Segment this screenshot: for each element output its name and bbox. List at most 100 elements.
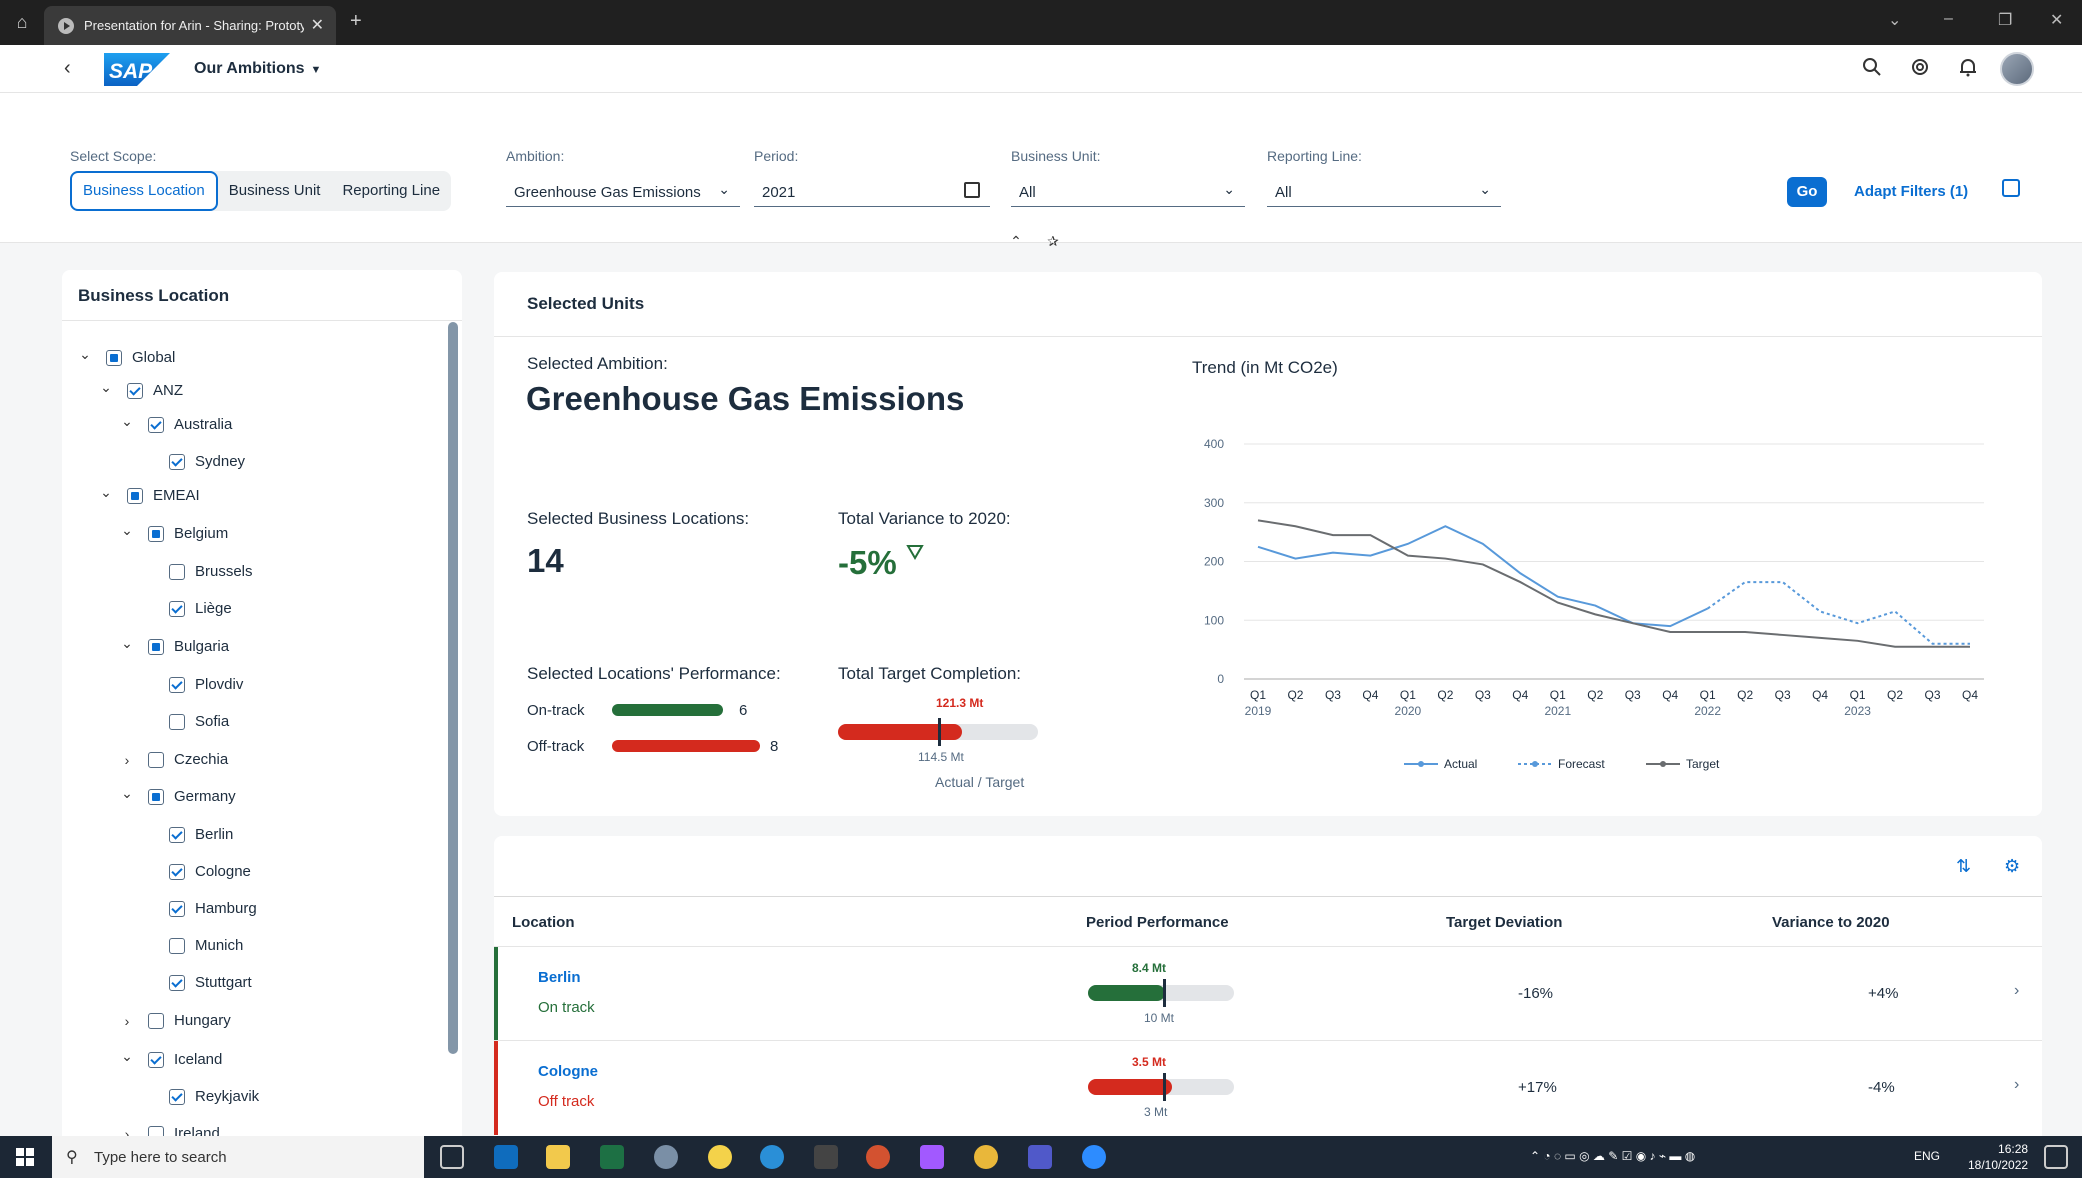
search-icon[interactable]: [1860, 57, 1884, 81]
tree-item-checkbox[interactable]: [106, 350, 122, 366]
tree-item-checkbox[interactable]: [148, 639, 164, 655]
zoom-icon[interactable]: [1082, 1145, 1106, 1169]
chevron-right-icon[interactable]: ›: [124, 1013, 130, 1029]
scope-business-location[interactable]: Business Location: [70, 171, 218, 211]
share-icon[interactable]: [2002, 179, 2020, 197]
location-link[interactable]: Cologne: [538, 1063, 598, 1080]
tree-item-checkbox[interactable]: [148, 417, 164, 433]
tree-item-checkbox[interactable]: [127, 488, 143, 504]
calendar-icon[interactable]: [964, 182, 980, 198]
chevron-down-icon[interactable]: ⌄: [100, 379, 112, 395]
tree-item-checkbox[interactable]: [169, 677, 185, 693]
tree-item-checkbox[interactable]: [169, 564, 185, 580]
year-label: 2019: [1245, 704, 1272, 718]
column-header-period-performance[interactable]: Period Performance: [1086, 914, 1229, 931]
task-view-icon[interactable]: [440, 1145, 464, 1169]
column-header-variance[interactable]: Variance to 2020: [1772, 914, 1890, 931]
performance-target-marker: [1163, 979, 1166, 1007]
app-icon[interactable]: [814, 1145, 838, 1169]
taskbar-search[interactable]: ⚲ Type here to search: [52, 1136, 424, 1178]
ambition-select[interactable]: Greenhouse Gas Emissions ⌄: [506, 177, 740, 207]
tree-item-checkbox[interactable]: [169, 827, 185, 843]
tree-item-checkbox[interactable]: [148, 752, 164, 768]
scope-business-unit[interactable]: Business Unit: [228, 182, 321, 199]
chevron-right-icon[interactable]: ›: [124, 752, 130, 768]
chevron-down-icon[interactable]: ⌄: [121, 413, 133, 429]
chevron-down-icon[interactable]: ⌄: [100, 484, 112, 500]
minimize-icon[interactable]: –: [1944, 10, 1953, 27]
back-button[interactable]: ‹: [64, 57, 71, 79]
x-tick-label: Q4: [1512, 688, 1528, 702]
close-tab-icon[interactable]: ✕: [310, 17, 324, 34]
chevron-right-icon[interactable]: ›: [2014, 1076, 2020, 1093]
tree-scrollbar[interactable]: [448, 322, 458, 1054]
tree-item-checkbox[interactable]: [169, 864, 185, 880]
chrome-icon[interactable]: [974, 1145, 998, 1169]
tree-item-checkbox[interactable]: [148, 526, 164, 542]
legend-entry: Actual: [1444, 757, 1477, 771]
tree-item-checkbox[interactable]: [148, 789, 164, 805]
user-avatar[interactable]: [2000, 52, 2034, 86]
x-tick-label: Q3: [1775, 688, 1791, 702]
reporting-line-select[interactable]: All ⌄: [1267, 177, 1501, 207]
sort-icon[interactable]: ⇅: [1956, 856, 1972, 876]
chevron-right-icon[interactable]: ›: [2014, 982, 2020, 999]
chevron-down-icon[interactable]: ⌄: [79, 346, 91, 362]
language-indicator[interactable]: ENG: [1914, 1149, 1941, 1163]
pin-header-icon[interactable]: ✰: [1047, 233, 1059, 249]
powerpoint-icon[interactable]: [866, 1145, 890, 1169]
app-icon[interactable]: [654, 1145, 678, 1169]
chevron-down-icon[interactable]: ⌄: [121, 785, 133, 801]
table-row[interactable]: Cologne Off track 3.5 Mt 3 Mt +17% -4% ›: [494, 1040, 2042, 1135]
edge-icon[interactable]: [760, 1145, 784, 1169]
period-date-picker[interactable]: 2021: [754, 177, 990, 207]
business-unit-select[interactable]: All ⌄: [1011, 177, 1245, 207]
tab-list-icon[interactable]: ⌄: [1888, 12, 1902, 29]
table-row[interactable]: Berlin On track 8.4 Mt 10 Mt -16% +4% ›: [494, 946, 2042, 1041]
app-title-menu[interactable]: Our Ambitions ▼: [194, 60, 321, 78]
tree-item-checkbox[interactable]: [169, 938, 185, 954]
emoji-app-icon[interactable]: [708, 1145, 732, 1169]
tree-item-label: Australia: [174, 416, 233, 433]
chevron-down-icon[interactable]: ⌄: [121, 635, 133, 651]
system-tray-icons[interactable]: ⌃ ◔ ◌ ▭ ◎ ☁ ✎ ☑ ◉ ♪ ⌁ ▬ ◍: [1530, 1149, 1696, 1163]
home-icon[interactable]: ⌂: [16, 12, 28, 32]
tree-item-checkbox[interactable]: [169, 601, 185, 617]
tree-item-checkbox[interactable]: [148, 1126, 164, 1136]
file-explorer-icon[interactable]: [546, 1145, 570, 1169]
bell-icon[interactable]: [1956, 57, 1980, 81]
new-tab-button[interactable]: +: [350, 10, 362, 32]
excel-icon[interactable]: [600, 1145, 624, 1169]
chevron-down-icon[interactable]: ⌄: [121, 522, 133, 538]
tree-item-checkbox[interactable]: [148, 1013, 164, 1029]
copilot-icon[interactable]: [1908, 57, 1932, 81]
close-window-icon[interactable]: ✕: [2050, 12, 2064, 29]
taskbar-clock[interactable]: 16:28 18/10/2022: [1968, 1141, 2028, 1173]
scope-reporting-line[interactable]: Reporting Line: [342, 182, 441, 199]
location-link[interactable]: Berlin: [538, 969, 581, 986]
browser-tab[interactable]: Presentation for Arin - Sharing: Prototy…: [44, 6, 336, 45]
windows-start-icon[interactable]: [16, 1148, 34, 1166]
chevron-right-icon[interactable]: ›: [124, 1126, 130, 1136]
tree-item-checkbox[interactable]: [169, 975, 185, 991]
tree-item-checkbox[interactable]: [169, 1089, 185, 1105]
tree-item-checkbox[interactable]: [127, 383, 143, 399]
outlook-icon[interactable]: [494, 1145, 518, 1169]
figma-icon[interactable]: [920, 1145, 944, 1169]
column-header-target-deviation[interactable]: Target Deviation: [1446, 914, 1563, 931]
restore-icon[interactable]: ❐: [1998, 12, 2013, 29]
tree-item-checkbox[interactable]: [169, 714, 185, 730]
tree-item-checkbox[interactable]: [148, 1052, 164, 1068]
status-text: On track: [538, 999, 595, 1016]
tree-item-checkbox[interactable]: [169, 454, 185, 470]
tree-item-checkbox[interactable]: [169, 901, 185, 917]
teams-icon[interactable]: [1028, 1145, 1052, 1169]
collapse-header-icon[interactable]: ⌃: [1010, 233, 1022, 249]
column-header-location[interactable]: Location: [512, 914, 575, 931]
notification-icon[interactable]: [2044, 1145, 2068, 1169]
filter-bar: Select Scope: Business Location Business…: [0, 93, 2082, 249]
chevron-down-icon[interactable]: ⌄: [121, 1048, 133, 1064]
adapt-filters-button[interactable]: Adapt Filters (1): [1854, 183, 1969, 200]
gear-icon[interactable]: ⚙: [2004, 856, 2021, 876]
go-button[interactable]: Go: [1787, 177, 1827, 207]
